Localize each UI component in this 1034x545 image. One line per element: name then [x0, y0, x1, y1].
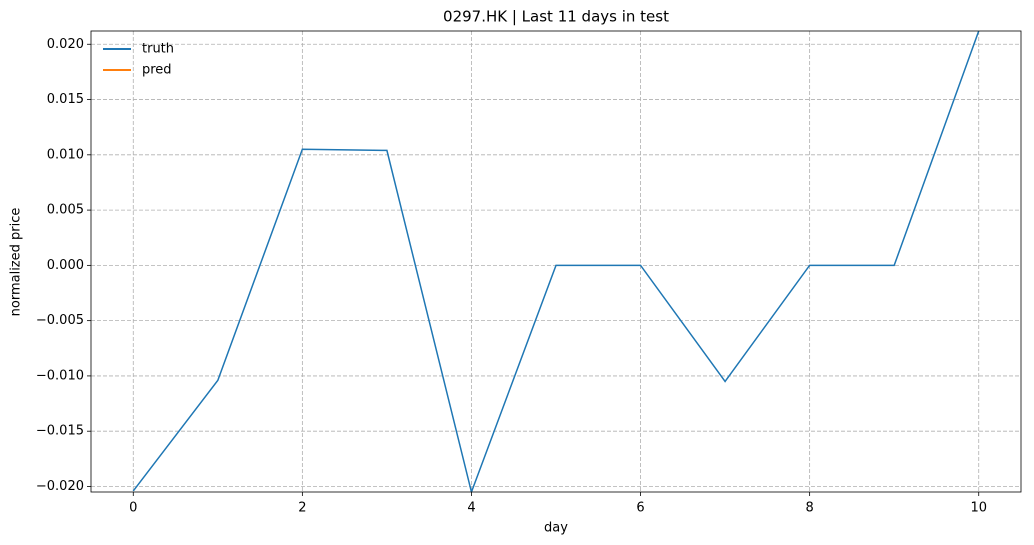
- x-tick-label: 6: [636, 501, 644, 516]
- legend-label: truth: [142, 42, 174, 57]
- y-tick-label: −0.005: [36, 313, 84, 328]
- y-tick-label: 0.005: [47, 203, 84, 218]
- y-tick-label: −0.015: [36, 424, 84, 439]
- y-tick-label: −0.020: [36, 479, 84, 494]
- plot-frame: [90, 30, 1022, 493]
- y-tick-label: 0.010: [47, 147, 84, 162]
- legend-label: pred: [142, 63, 172, 78]
- y-axis-label: normalized price: [9, 208, 24, 317]
- y-tick-label: 0.000: [47, 258, 84, 273]
- x-axis-label: day: [544, 521, 568, 536]
- y-tick-label: 0.015: [47, 92, 84, 107]
- x-tick-label: 10: [970, 501, 987, 516]
- x-tick-label: 0: [129, 501, 137, 516]
- y-tick-label: −0.010: [36, 368, 84, 383]
- y-tick-label: 0.020: [47, 37, 84, 52]
- x-tick-label: 2: [298, 501, 306, 516]
- line-series: [132, 31, 980, 492]
- x-tick-label: 4: [467, 501, 475, 516]
- chart-title: 0297.HK | Last 11 days in test: [443, 8, 669, 26]
- x-tick-label: 8: [805, 501, 813, 516]
